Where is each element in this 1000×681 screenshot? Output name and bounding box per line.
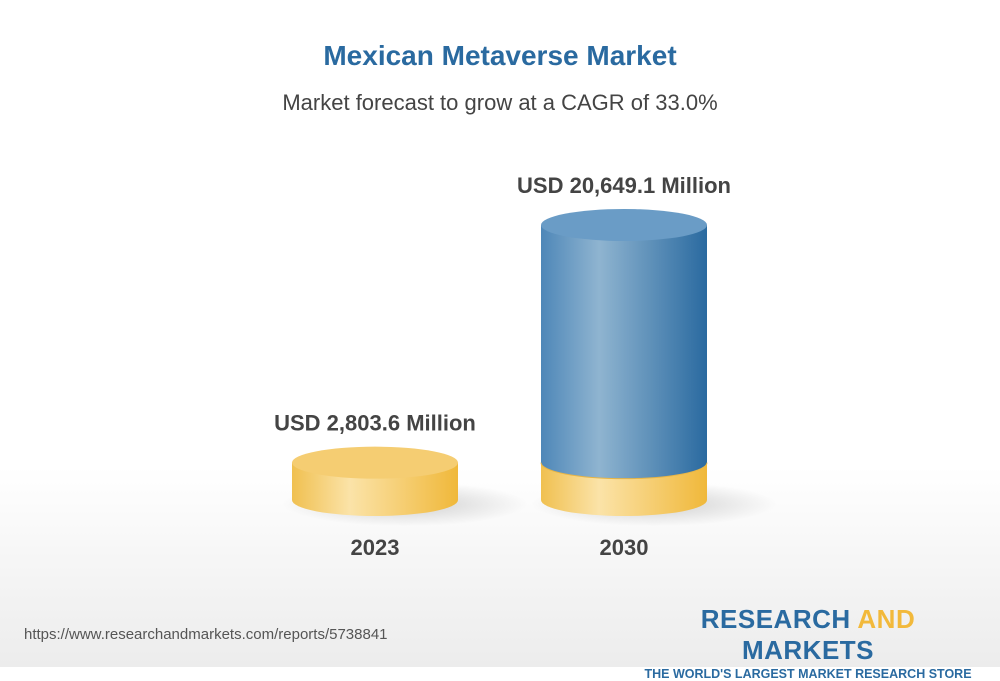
bar-2030-growth-body xyxy=(541,225,707,479)
data-label: USD 2,803.6 Million xyxy=(274,411,476,436)
segment-divider xyxy=(540,462,708,480)
chart: USD 2,803.6 Million 2023 USD 20,649.1 Mill… xyxy=(274,173,777,560)
category-label: 2030 xyxy=(600,535,649,560)
source-url[interactable]: https://www.researchandmarkets.com/repor… xyxy=(24,626,388,643)
data-label: USD 20,649.1 Million xyxy=(517,173,731,198)
bar-2023-top xyxy=(292,446,458,479)
chart-subtitle: Market forecast to grow at a CAGR of 33.… xyxy=(282,90,718,115)
research-and-markets-logo: RESEARCH AND MARKETS THE WORLD'S LARGEST… xyxy=(644,604,972,681)
category-label: 2023 xyxy=(351,535,400,560)
chart-title: Mexican Metaverse Market xyxy=(323,40,677,71)
bar-2030-growth-top xyxy=(541,209,707,241)
